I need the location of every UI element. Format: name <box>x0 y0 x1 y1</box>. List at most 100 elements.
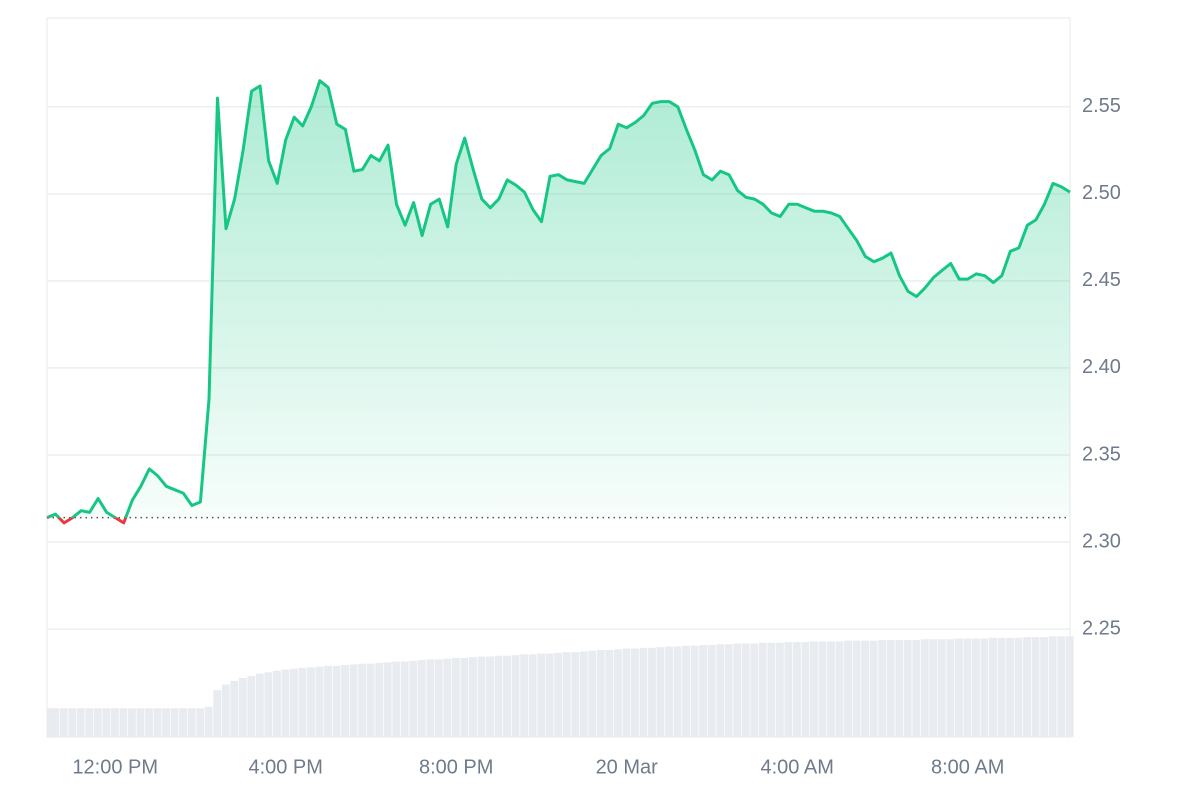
volume-bar <box>554 652 563 737</box>
volume-bar <box>912 639 921 737</box>
volume-bar <box>324 665 332 737</box>
volume-bar <box>315 666 324 737</box>
volume-bar <box>1048 636 1057 737</box>
volume-bar <box>724 644 733 737</box>
volume-bar <box>690 645 699 737</box>
volume-bar <box>85 708 94 737</box>
area <box>47 80 1070 518</box>
volume-bar <box>946 639 955 737</box>
volume-bar <box>937 639 946 737</box>
volume-bar <box>963 638 972 737</box>
volume-bar <box>545 653 554 737</box>
volume-bar <box>1006 637 1014 737</box>
volume-bar <box>358 663 367 737</box>
volume-bar <box>707 644 716 737</box>
volume-bar <box>835 641 844 737</box>
volume-bar <box>1023 637 1032 737</box>
volume-bar <box>409 660 418 737</box>
volume-bar <box>221 684 230 737</box>
volume-bar <box>153 708 162 737</box>
y-tick-label: 2.50 <box>1082 182 1121 204</box>
volume-bar <box>571 652 580 737</box>
volume-bar <box>264 672 273 737</box>
volume-bar <box>716 644 725 737</box>
volume-bar <box>579 651 588 737</box>
volume-bar <box>238 678 247 737</box>
volume-bar <box>307 667 315 737</box>
x-tick-label: 4:00 AM <box>761 756 834 778</box>
volume-bar <box>213 690 222 737</box>
volume-bar <box>622 648 631 737</box>
volume-bar <box>613 649 622 737</box>
volume-bar <box>145 708 153 737</box>
volume-bar <box>392 661 401 737</box>
volume-bar <box>528 654 537 737</box>
volume-bar <box>93 708 102 737</box>
y-tick-label: 2.55 <box>1082 95 1121 117</box>
volume-bar <box>119 708 128 737</box>
volume-bar <box>878 639 887 737</box>
volume-bar <box>426 659 435 737</box>
volume-bar <box>852 640 861 737</box>
volume-bar <box>537 653 546 737</box>
x-tick-label: 8:00 AM <box>931 756 1004 778</box>
volume-bar <box>886 639 895 737</box>
volume-bar <box>76 708 85 737</box>
volume-bar <box>503 655 511 737</box>
volume-bar <box>929 639 938 737</box>
volume-bar <box>451 657 460 737</box>
volume-bar <box>596 650 605 737</box>
volume-bar <box>511 655 520 737</box>
volume-bar <box>775 642 784 737</box>
volume-bar <box>869 640 878 737</box>
volume-bar <box>903 639 912 737</box>
price-line <box>46 79 1071 518</box>
volume-bar <box>733 643 742 737</box>
volume-bar <box>997 637 1006 737</box>
volume-bar <box>971 638 980 737</box>
volume-bar <box>1040 637 1049 737</box>
volume-bar <box>844 640 852 737</box>
volume-bar <box>162 708 170 737</box>
volume-bar <box>47 708 55 737</box>
volume-bar <box>230 680 239 737</box>
volume-bar <box>895 639 904 737</box>
volume-bar <box>255 673 264 737</box>
volume-bar <box>102 708 111 737</box>
volume-bar <box>741 643 750 737</box>
volume-bar <box>289 668 298 737</box>
volume-bar <box>298 667 307 737</box>
y-tick-label: 2.35 <box>1082 443 1121 465</box>
volume-bar <box>656 647 665 737</box>
volume-bar <box>605 650 614 737</box>
volume-bar <box>204 706 213 737</box>
volume-bar <box>179 708 188 737</box>
volume-bar <box>59 708 68 737</box>
volume-bar <box>494 655 503 737</box>
volume-bar <box>1065 636 1074 737</box>
volume-bar <box>954 638 963 737</box>
volume-bar <box>810 641 818 737</box>
x-tick-label: 12:00 PM <box>72 756 158 778</box>
volume-bar <box>110 708 119 737</box>
x-tick-label: 20 Mar <box>596 756 659 778</box>
volume-bar <box>51 708 60 737</box>
volume-bar <box>750 643 759 737</box>
volume-bar <box>136 708 145 737</box>
volume-bar <box>460 657 469 737</box>
volume-bar <box>247 675 256 737</box>
volume-bar <box>639 647 648 737</box>
volume-bar <box>68 708 77 737</box>
volume-bar <box>562 652 571 737</box>
volume-bar <box>417 660 426 737</box>
volume-bar <box>861 640 870 737</box>
volume-bar <box>1057 636 1066 737</box>
y-tick-label: 2.45 <box>1082 269 1121 291</box>
volume-bar <box>281 669 290 737</box>
volume-bar <box>170 708 179 737</box>
volume-bar <box>784 642 793 737</box>
volume-bar <box>989 637 997 737</box>
volume-bar <box>1014 637 1023 737</box>
volume-bar <box>699 644 708 737</box>
volume-bar <box>792 642 801 737</box>
